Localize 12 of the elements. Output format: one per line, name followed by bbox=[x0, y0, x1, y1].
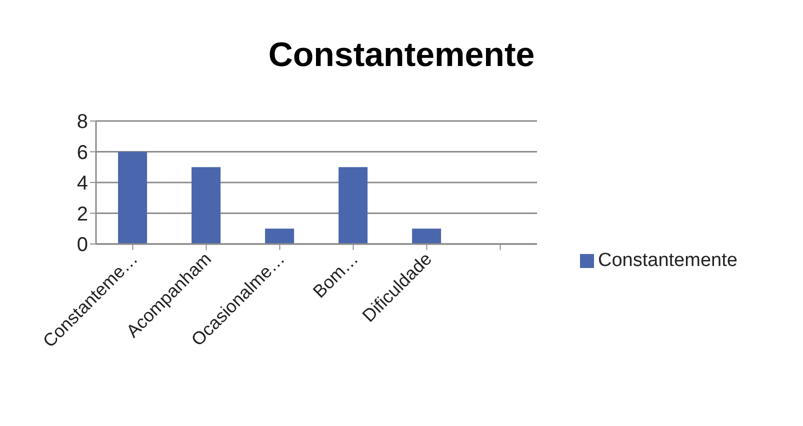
y-tick-label: 4 bbox=[76, 172, 88, 195]
legend-label: Constantemente bbox=[598, 250, 738, 271]
bar bbox=[118, 152, 148, 244]
chart-title: Constantemente bbox=[267, 36, 536, 75]
bar bbox=[192, 167, 221, 244]
bar bbox=[412, 228, 442, 244]
y-tick-label: 8 bbox=[76, 111, 88, 134]
y-tick-label: 0 bbox=[76, 234, 88, 256]
bar bbox=[265, 228, 294, 244]
y-tick-label: 2 bbox=[76, 203, 88, 226]
bar bbox=[338, 167, 368, 244]
y-tick-label: 6 bbox=[76, 142, 88, 164]
